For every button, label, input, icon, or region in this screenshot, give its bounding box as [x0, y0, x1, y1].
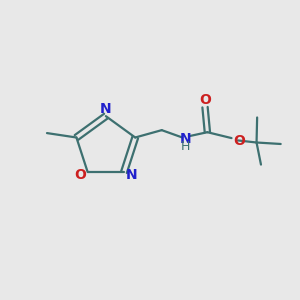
Text: H: H	[181, 140, 190, 153]
Text: N: N	[126, 168, 138, 182]
Text: O: O	[74, 168, 85, 182]
Text: N: N	[180, 132, 192, 146]
Text: O: O	[233, 134, 245, 148]
Text: N: N	[100, 102, 112, 116]
Text: O: O	[199, 93, 211, 107]
